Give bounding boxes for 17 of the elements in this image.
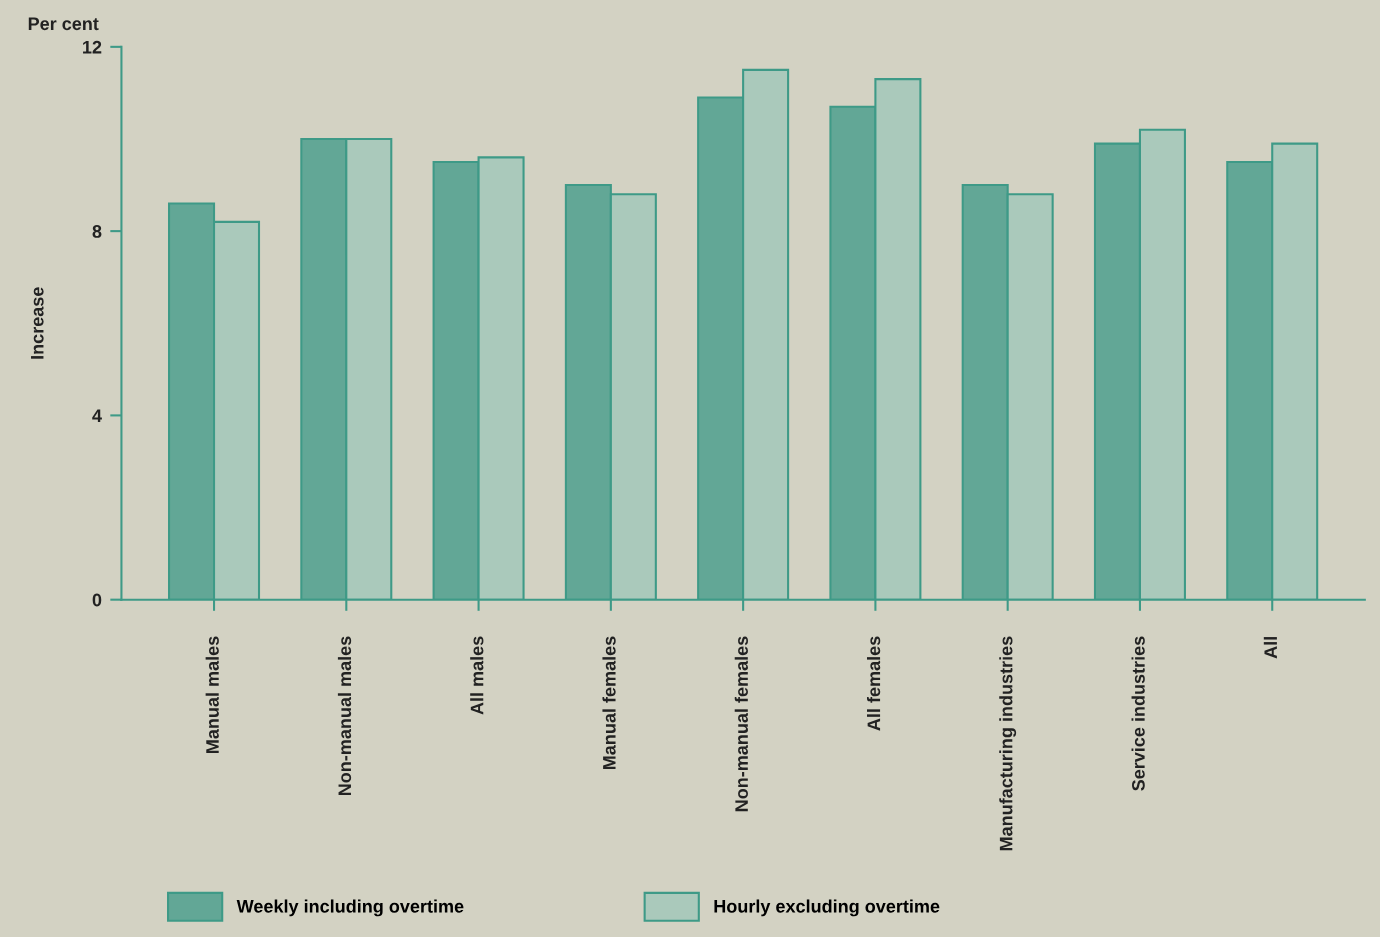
text: Per cent	[28, 17, 99, 31]
y-axis-title: Increase	[31, 287, 44, 359]
x-tick-label: Manual males	[205, 636, 219, 753]
x-tick-label: Manufacturing industries	[999, 636, 1017, 851]
x-tick-label: All	[1263, 637, 1277, 659]
x-tick-label: Manual females	[602, 636, 616, 770]
y-tick-label: 4	[92, 409, 102, 422]
x-tick-label: Non-manual males	[337, 636, 352, 796]
y-tick-label: 0	[92, 593, 102, 607]
legend-label: Weekly including overtime	[236, 899, 464, 917]
x-tick-label: All females	[866, 636, 881, 731]
x-tick-label: All males	[470, 636, 484, 715]
legend-label: Hourly excluding overtime	[714, 899, 940, 917]
y-tick-label: 8	[92, 225, 102, 238]
x-tick-label: Non-manual females	[734, 636, 748, 812]
y-tick-label: 12	[83, 40, 102, 54]
x-tick-label: Service industries	[1131, 636, 1145, 791]
